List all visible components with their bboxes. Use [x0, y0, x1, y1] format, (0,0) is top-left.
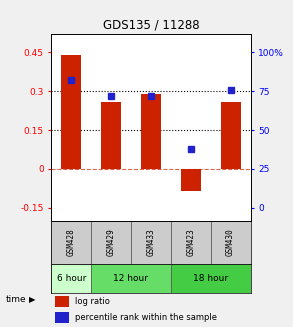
Text: 18 hour: 18 hour [193, 274, 228, 283]
Text: GDS135 / 11288: GDS135 / 11288 [103, 18, 199, 31]
Text: ▶: ▶ [29, 295, 35, 304]
Bar [171, 221, 211, 264]
Text: percentile rank within the sample: percentile rank within the sample [75, 313, 217, 321]
Text: time: time [6, 295, 26, 304]
Text: GSM423: GSM423 [186, 229, 195, 256]
Bar [101, 102, 121, 169]
Bar [51, 221, 91, 264]
Bar [141, 94, 161, 169]
Bar [181, 169, 201, 191]
Bar [55, 296, 69, 307]
Text: GSM430: GSM430 [226, 229, 235, 256]
Text: 12 hour: 12 hour [113, 274, 149, 283]
Bar [91, 264, 171, 293]
Text: 6 hour: 6 hour [57, 274, 86, 283]
Text: GSM429: GSM429 [107, 229, 115, 256]
Bar [211, 221, 251, 264]
Bar [131, 221, 171, 264]
Bar [221, 102, 241, 169]
Bar [51, 264, 91, 293]
Bar [91, 221, 131, 264]
Text: log ratio: log ratio [75, 297, 110, 305]
Bar [171, 264, 251, 293]
Bar [61, 55, 81, 169]
Text: GSM433: GSM433 [146, 229, 155, 256]
Text: GSM428: GSM428 [67, 229, 76, 256]
Bar [55, 312, 69, 323]
